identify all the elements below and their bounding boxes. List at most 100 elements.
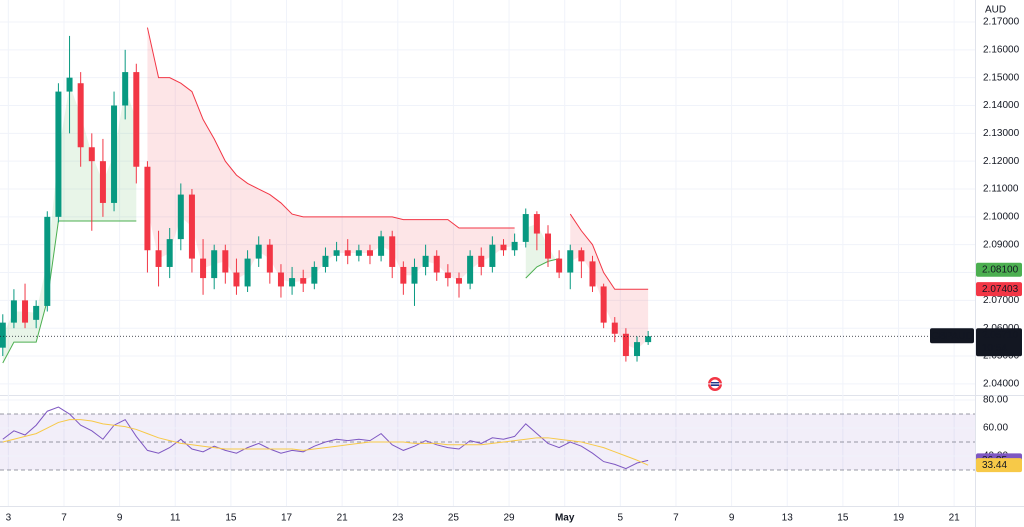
candle-body [511, 241, 518, 251]
candle-body [133, 72, 140, 167]
y-tick-label: 2.09000 [983, 239, 1020, 250]
candle-body [211, 250, 218, 279]
candle-body [289, 278, 296, 287]
currency-label: AUD [985, 5, 1006, 16]
candle-body [10, 300, 17, 323]
candle-body [311, 266, 318, 284]
candle-body [600, 286, 607, 323]
x-tick-label: 15 [837, 513, 849, 524]
x-tick-label: 23 [392, 513, 404, 524]
candle-body [122, 72, 129, 106]
candle-body [344, 250, 351, 256]
candle-body [144, 166, 151, 251]
x-tick-label: 11 [170, 513, 181, 524]
candle-body [444, 272, 451, 279]
supertrend-fill [525, 223, 560, 279]
y-tick-label: 2.15000 [983, 72, 1020, 83]
supertrend-line [2, 220, 137, 364]
y-tick-label: 2.04000 [983, 379, 1020, 390]
candle-body [244, 258, 251, 287]
last-price-box [976, 328, 1022, 357]
candle-body [77, 83, 84, 148]
x-tick-label: 5 [618, 513, 624, 524]
supertrend-line [525, 258, 560, 279]
price-label-box [976, 282, 1022, 297]
candle-body [366, 250, 373, 256]
candle-body [200, 258, 207, 279]
x-tick-label: 9 [117, 513, 123, 524]
candle-body [66, 77, 73, 92]
symbol-label: GBPAUD [931, 331, 973, 342]
price-label: 2.08100 [982, 264, 1019, 275]
y-tick-label: 2.14000 [983, 100, 1020, 111]
plot-layer [0, 0, 975, 506]
y-tick-label: 2.11000 [983, 184, 1019, 195]
candle-body [155, 250, 162, 267]
candle-body [111, 105, 118, 203]
y-tick-label: 2.10000 [983, 211, 1020, 222]
candle-body [166, 239, 173, 267]
candle-body [611, 322, 618, 334]
candle-body [556, 258, 563, 273]
rsi-line [2, 419, 649, 466]
supertrend-fill [2, 84, 137, 363]
rsi-line [2, 406, 649, 470]
x-tick-label: 29 [503, 513, 515, 524]
candle-body [500, 244, 507, 251]
rsi-value-box [976, 458, 1022, 473]
candle-body [467, 255, 474, 284]
candle-body [22, 300, 29, 323]
candle-body [545, 233, 552, 259]
candle-body [567, 250, 574, 273]
x-tick-label: 21 [337, 513, 349, 524]
supertrend-line [569, 213, 649, 290]
candle-body [522, 214, 529, 242]
candle-body [0, 322, 6, 348]
candle-body [622, 333, 629, 357]
x-tick-label: 7 [673, 513, 679, 524]
candle-body [266, 244, 273, 273]
y-tick-label: 2.13000 [983, 128, 1020, 139]
y-tick-label: 2.07000 [983, 295, 1020, 306]
candle-body [645, 336, 652, 343]
candle-body [455, 278, 462, 284]
last-price-label: 2.05710 [982, 330, 1019, 341]
candle-body [433, 255, 440, 273]
candle-body [255, 244, 262, 259]
price-label: 2.07403 [982, 284, 1019, 295]
rsi-tick-label: 80.00 [983, 395, 1008, 406]
supertrend-fill [147, 27, 515, 283]
x-tick-label: 17 [281, 513, 293, 524]
candle-body [99, 161, 106, 203]
x-tick-label: 7 [61, 513, 67, 524]
x-tick-label: 21 [949, 513, 961, 524]
rsi-value-label: 33.44 [982, 460, 1007, 471]
y-tick-label: 2.12000 [983, 156, 1020, 167]
candle-body [578, 250, 585, 262]
candle-body [88, 147, 95, 162]
x-tick-label: 19 [893, 513, 905, 524]
candle-body [277, 272, 284, 287]
candle-body [489, 244, 496, 267]
rsi-tick-label: 60.00 [983, 423, 1008, 434]
candle-body [400, 266, 407, 284]
x-tick-label: 13 [782, 513, 794, 524]
candle-body [322, 255, 329, 267]
candle-body [533, 214, 540, 234]
candle-body [378, 236, 385, 256]
symbol-box [930, 328, 974, 344]
candle-body [355, 250, 362, 256]
candle-body [300, 278, 307, 284]
candle-body [188, 194, 195, 259]
x-tick-label: 25 [448, 513, 460, 524]
candle-body [634, 342, 641, 357]
x-tick-label: May [555, 513, 575, 524]
candle-body [589, 261, 596, 287]
candle-body [389, 236, 396, 267]
candle-body [233, 272, 240, 287]
price-label-box [976, 262, 1022, 277]
supertrend-line [146, 27, 515, 229]
candle-body [33, 305, 40, 320]
candle-body [422, 255, 429, 267]
